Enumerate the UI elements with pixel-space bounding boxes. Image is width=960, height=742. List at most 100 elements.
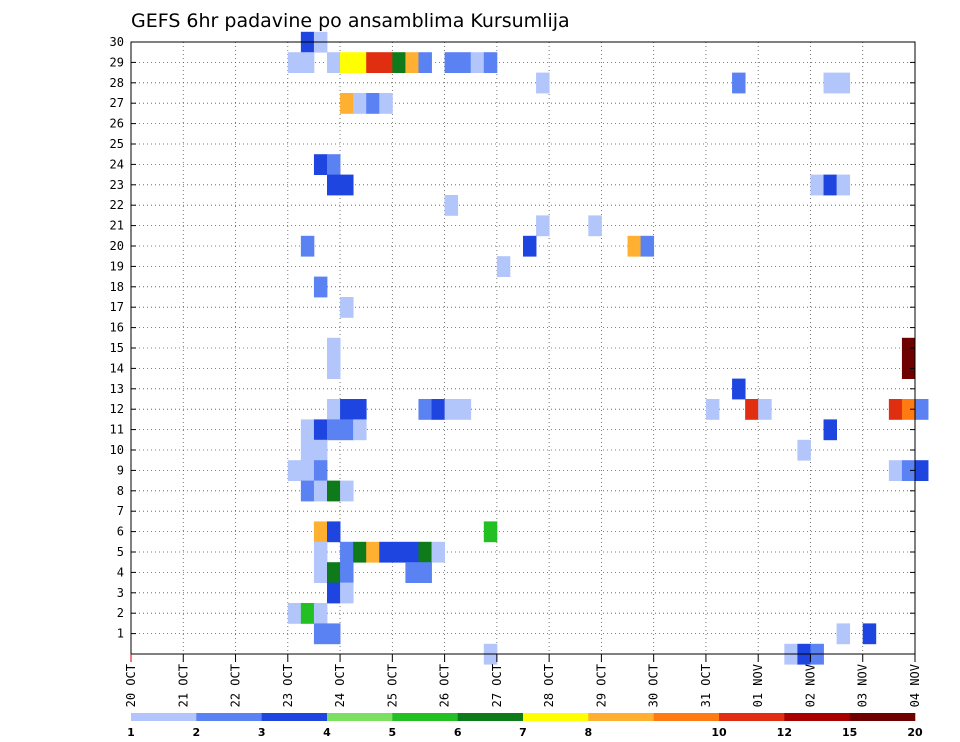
y-tick-label: 14 — [110, 361, 124, 375]
colorbar-label: 2 — [193, 726, 201, 739]
colorbar-label: 15 — [842, 726, 857, 739]
y-tick-label: 2 — [117, 606, 124, 620]
y-tick-label: 15 — [110, 341, 124, 355]
colorbar-label: 5 — [389, 726, 397, 739]
precip-cell — [313, 419, 328, 441]
precip-cell — [379, 93, 393, 114]
precip-cell — [823, 174, 837, 196]
precip-cell — [536, 215, 550, 237]
precip-cell — [313, 603, 328, 624]
y-tick-label: 26 — [110, 117, 124, 131]
chart-title: GEFS 6hr padavine po ansamblima Kursumli… — [131, 10, 570, 32]
precip-cell — [327, 358, 341, 379]
colorbar-label: 10 — [711, 726, 727, 739]
y-tick-label: 11 — [110, 423, 124, 437]
y-axis-ticks: 1234567891011121314151617181920212223242… — [110, 35, 915, 641]
colorbar-label: 4 — [323, 726, 331, 739]
precip-cell — [810, 174, 824, 196]
precip-cell — [536, 72, 550, 94]
x-tick-label: 03 NOV — [856, 664, 870, 707]
colorbar-swatch — [849, 713, 916, 721]
colorbar-label: 3 — [258, 726, 266, 739]
precip-cell — [457, 52, 472, 73]
precip-cell — [313, 480, 328, 502]
precip-cell — [313, 623, 328, 645]
precip-cell — [496, 256, 511, 277]
precip-cell — [888, 399, 903, 420]
precip-cell — [300, 480, 315, 502]
precip-cell — [353, 52, 367, 73]
precip-cell — [732, 72, 746, 94]
y-tick-label: 7 — [117, 504, 124, 518]
precip-cell — [915, 460, 929, 481]
precip-cell — [705, 399, 720, 420]
precip-cell — [300, 52, 315, 73]
colorbar-swatch — [131, 713, 197, 721]
precip-cell — [888, 460, 903, 481]
x-tick-label: 29 OCT — [594, 664, 608, 707]
precip-cell — [300, 419, 315, 441]
precip-cell — [340, 399, 354, 420]
y-tick-label: 24 — [110, 157, 124, 171]
precip-cell — [313, 460, 328, 481]
precip-cell — [444, 195, 459, 216]
precip-cell — [366, 541, 380, 563]
y-tick-label: 12 — [110, 402, 124, 416]
x-tick-label: 02 NOV — [803, 664, 817, 707]
precip-cell — [340, 174, 354, 196]
precip-cell — [366, 52, 380, 73]
precip-cell — [836, 174, 851, 196]
precip-cell — [483, 52, 498, 73]
y-tick-label: 23 — [110, 178, 124, 192]
precip-cell — [327, 399, 341, 420]
y-tick-label: 1 — [117, 627, 124, 641]
colorbar-swatch — [196, 713, 262, 721]
y-tick-label: 3 — [117, 586, 124, 600]
x-tick-label: 01 NOV — [751, 664, 765, 707]
precip-cell — [340, 480, 354, 502]
precip-cell — [327, 337, 341, 359]
colorbar-label: 6 — [454, 726, 462, 739]
precip-cell — [457, 399, 472, 420]
colorbar-swatch — [392, 713, 458, 721]
y-tick-label: 6 — [117, 525, 124, 539]
colorbar-swatch — [588, 713, 654, 721]
precip-cell — [418, 562, 432, 583]
x-axis-ticks: 20 OCT 21 OCT 22 OCT 23 OCT 24 OCT 25 OCT 26 O… — [124, 654, 922, 707]
y-tick-label: 25 — [110, 137, 124, 151]
precip-cell — [523, 235, 537, 257]
y-tick-label: 30 — [110, 35, 124, 49]
precip-cell — [588, 215, 602, 237]
precip-cell — [313, 276, 328, 298]
precip-cell — [353, 93, 367, 114]
colorbar-swatch — [784, 713, 850, 721]
precip-cell — [470, 52, 485, 73]
precip-cell — [313, 541, 328, 563]
y-tick-label: 10 — [110, 443, 124, 457]
colorbar-label: 1 — [127, 726, 135, 739]
precip-cell — [327, 582, 341, 604]
colorbar-swatch — [719, 713, 785, 721]
precip-cell — [758, 399, 772, 420]
precip-cell — [901, 358, 916, 379]
precip-cell — [313, 521, 328, 543]
precip-cell — [862, 623, 877, 645]
x-tick-label: 23 OCT — [281, 664, 295, 707]
precip-cell — [353, 541, 367, 563]
precip-cell — [745, 399, 759, 420]
precip-cell — [313, 562, 328, 583]
colorbar-label: 20 — [907, 726, 923, 739]
precip-cell — [327, 521, 341, 543]
precip-cell — [836, 623, 851, 645]
precip-cell — [836, 72, 851, 94]
precip-cell — [340, 52, 354, 73]
precip-cell — [431, 399, 445, 420]
precip-cell — [901, 460, 916, 481]
x-tick-label: 27 OCT — [490, 664, 504, 707]
precip-cell — [287, 460, 302, 481]
y-tick-label: 5 — [117, 545, 124, 559]
x-tick-label: 04 NOV — [908, 664, 922, 707]
precip-cell — [640, 235, 655, 257]
colorbar-label: 12 — [777, 726, 792, 739]
